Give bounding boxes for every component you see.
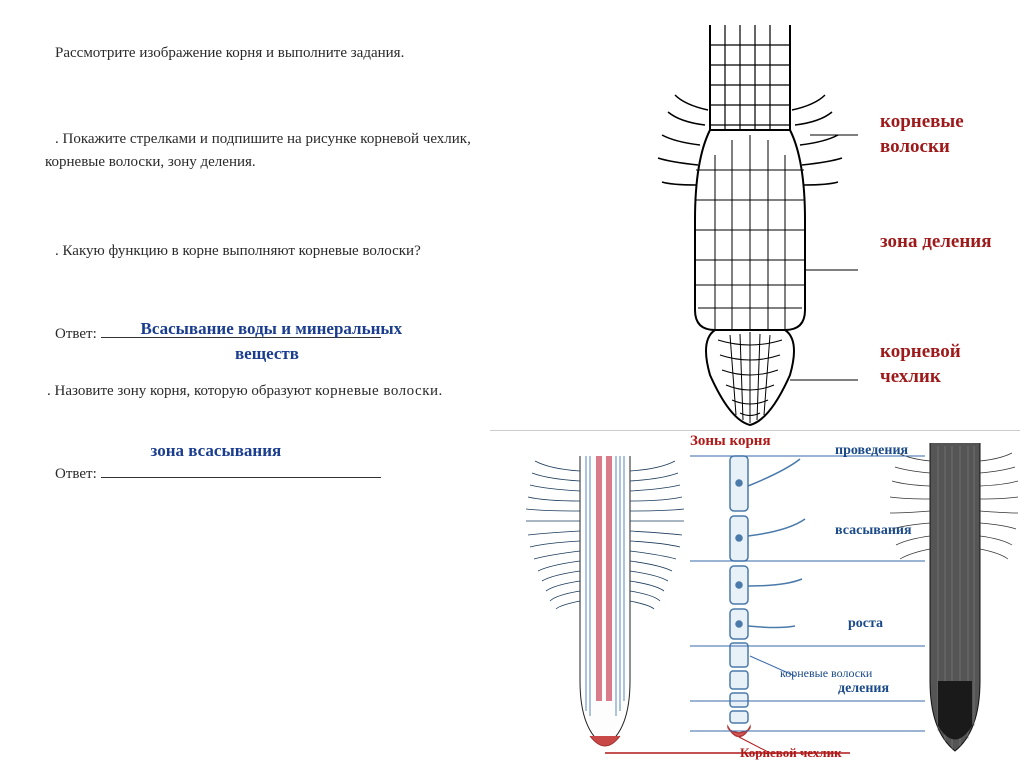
task1-text: . Покажите стрелками и подпишите на рису…: [45, 128, 485, 173]
intro-text: Рассмотрите изображение корня и выполнит…: [55, 42, 475, 65]
zone-absorption: всасывания: [835, 523, 912, 539]
answer2-row: Ответ: зона всасывания: [55, 460, 495, 486]
root-zones-diagram: Зоны корня проведения всасывания роста д…: [490, 430, 1020, 765]
task2-text: . Какую функцию в корне выполняют корнев…: [45, 240, 485, 263]
cap-red-label: Корневой чехлик: [740, 745, 842, 761]
answer2-underline: зона всасывания: [101, 460, 381, 478]
label-hairs: корневые волоски: [880, 110, 1010, 159]
zones-title: Зоны корня: [690, 433, 771, 450]
intro-line: Рассмотрите изображение корня и выполнит…: [55, 45, 404, 61]
task3-text: . Назовите зону корня, которую образуют …: [45, 380, 505, 403]
hairs-small-label: корневые волоски: [780, 667, 872, 680]
task3-suffix: корневые волоски.: [315, 383, 443, 399]
answer-label-2: Ответ:: [55, 466, 97, 482]
zones-svg: [490, 431, 1020, 766]
answer2-text: зона всасывания: [151, 438, 282, 464]
zone-growth: роста: [848, 616, 883, 632]
root-svg: [640, 20, 860, 430]
answer-label-1: Ответ:: [55, 326, 97, 342]
answer1-text-l1: Всасывание воды и минеральных: [141, 316, 403, 342]
root-main-diagram: [640, 20, 860, 430]
task1-line: Покажите стрелками и подпишите на рисунк…: [45, 131, 471, 170]
task3-prefix: Назовите зону корня, которую образуют: [55, 383, 312, 399]
label-division: зона деления: [880, 230, 1010, 255]
answer1-underline: Всасывание воды и минеральных: [101, 320, 381, 338]
label-cap: корневой чехлик: [880, 340, 1010, 389]
answer1-text-l2: веществ: [235, 344, 299, 364]
answer1-row: Ответ: Всасывание воды и минеральных: [55, 320, 495, 346]
zone-conduction: проведения: [835, 443, 908, 459]
task2-line: Какую функцию в корне выполняют корневые…: [63, 243, 421, 259]
zone-division: деления: [838, 681, 889, 697]
